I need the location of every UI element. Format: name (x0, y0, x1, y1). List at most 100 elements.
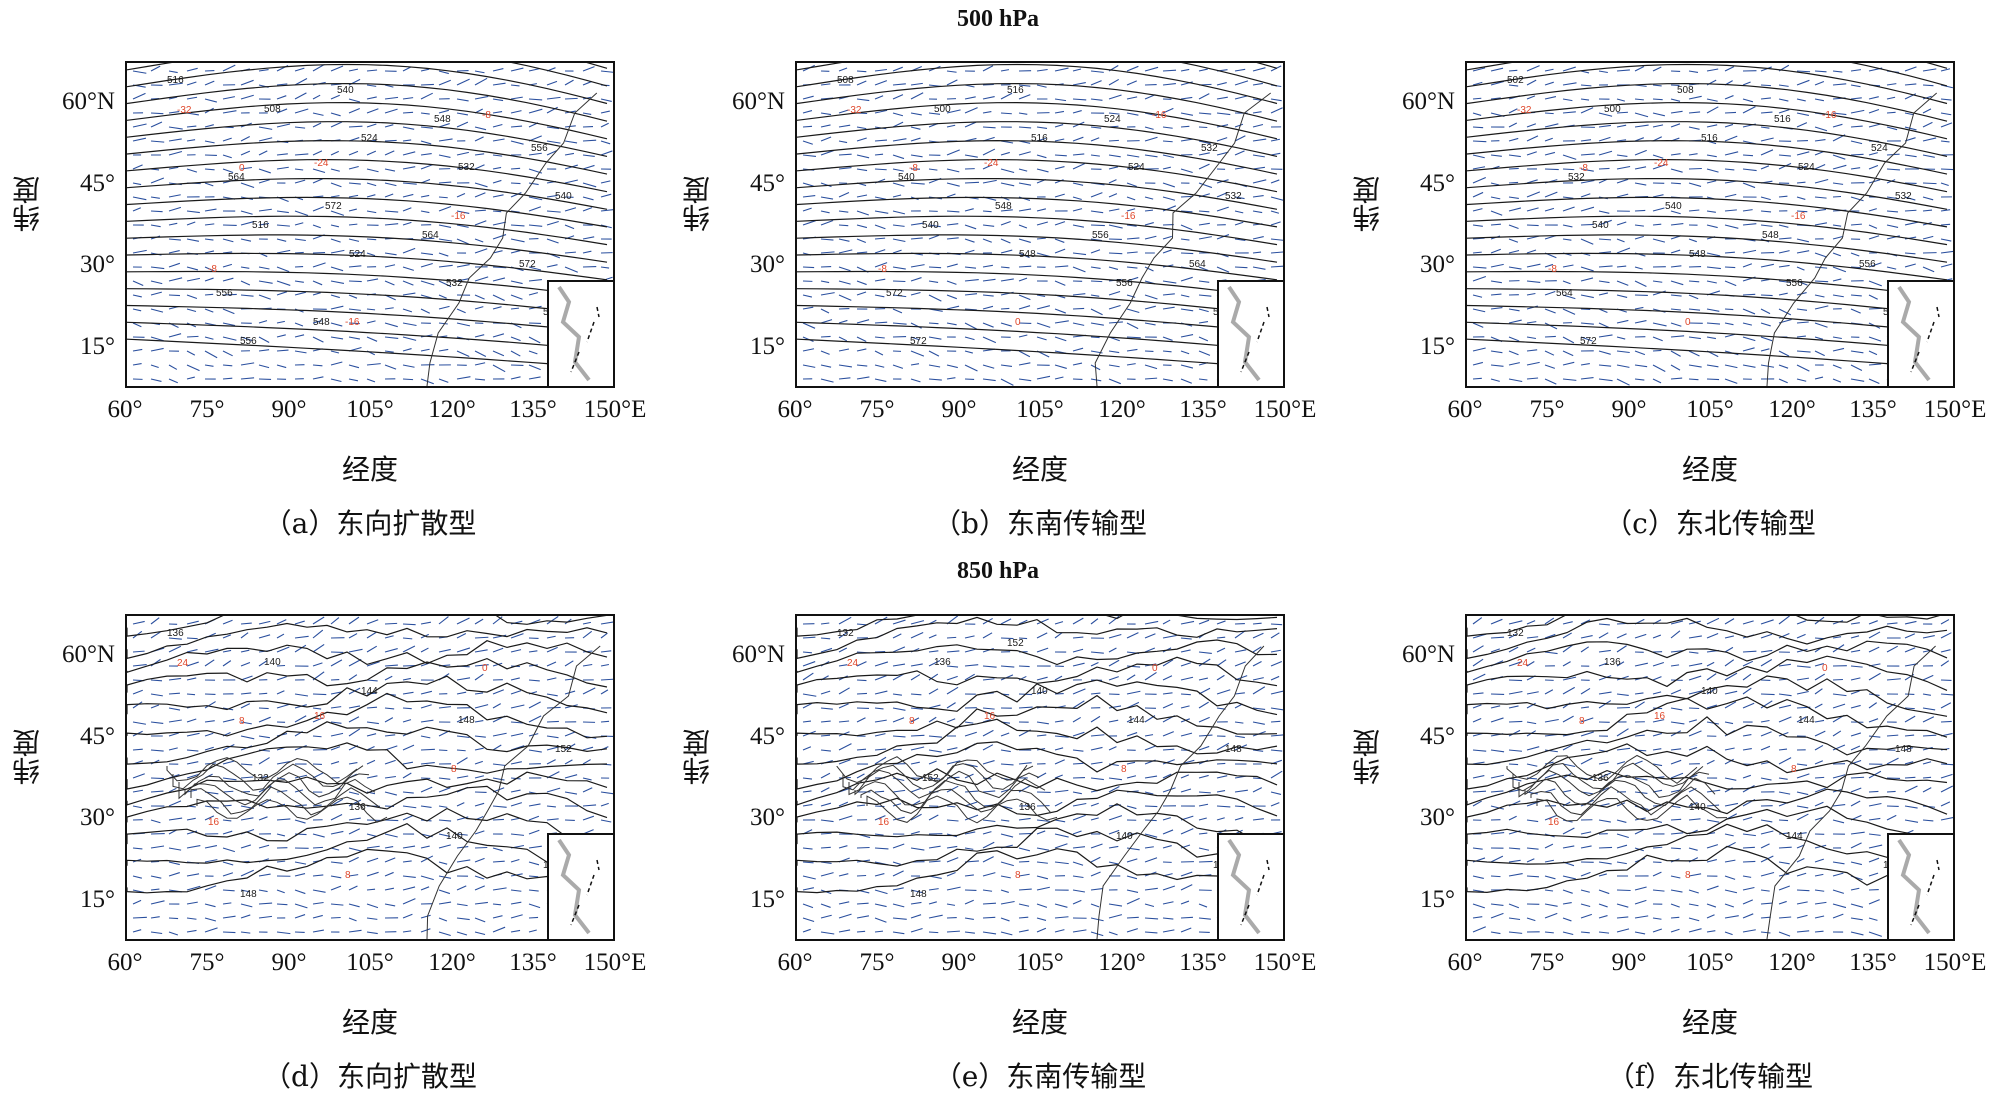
contour-label: 136 (1604, 657, 1621, 668)
x-tick-label: 90° (1612, 950, 1647, 975)
contour-label: 144 (361, 686, 378, 697)
x-tick-label: 120° (1768, 397, 1816, 422)
y-tick-label: 60°N (670, 89, 785, 114)
map-plot-area: 1321361401441481361401441482416816808 (1465, 614, 1955, 941)
contour-label: 572 (886, 288, 903, 299)
y-tick-label: 15° (0, 887, 115, 912)
y-tick-label: 60°N (0, 642, 115, 667)
x-axis-label: 经度 (1465, 448, 1955, 488)
contour-label: 502 (1507, 75, 1524, 86)
x-tick-label: 150°E (584, 397, 647, 422)
x-tick-label: 60° (1448, 950, 1483, 975)
contour-label: 564 (422, 230, 439, 241)
x-tick-label: 75° (190, 950, 225, 975)
x-tick-label: 135° (1179, 397, 1227, 422)
contour-label: 572 (1580, 336, 1597, 347)
temperature-label: 16 (878, 817, 890, 828)
map-svg: 5085005165245325405485565645725165245325… (797, 63, 1283, 386)
x-tick-label: 150°E (584, 950, 647, 975)
contour-label: 556 (531, 143, 548, 154)
south-china-sea-inset (1217, 833, 1283, 939)
x-tick-label: 135° (1849, 950, 1897, 975)
x-tick-label: 135° (1179, 950, 1227, 975)
temperature-label: -8 (208, 264, 217, 275)
temperature-label: 8 (909, 716, 915, 727)
temperature-label: -8 (1548, 264, 1557, 275)
x-tick-label: 60° (778, 950, 813, 975)
temperature-label: 0 (482, 663, 488, 674)
contour-label: 148 (240, 889, 257, 900)
temperature-label: 16 (1654, 711, 1666, 722)
y-tick-label: 30° (1340, 252, 1455, 277)
y-tick-label: 45° (1340, 724, 1455, 749)
wind-field (133, 616, 613, 936)
contour-label: 564 (1556, 288, 1573, 299)
y-tick-label: 45° (670, 724, 785, 749)
contour-label: 136 (1019, 802, 1036, 813)
map-plot-area: 5165085245325405165245325485565405485565… (125, 61, 615, 388)
contour-label: 508 (1677, 85, 1694, 96)
contour-label: 132 (837, 628, 854, 639)
contour-label: 572 (325, 201, 342, 212)
contour-label: 572 (519, 259, 536, 270)
temperature-label: -8 (482, 110, 491, 121)
x-tick-label: 90° (272, 950, 307, 975)
y-tick-label: 45° (1340, 171, 1455, 196)
contour-label: 548 (1762, 230, 1779, 241)
temperature-label: 0 (239, 163, 245, 174)
contour-label: 540 (1592, 220, 1609, 231)
contour-label: 572 (910, 336, 927, 347)
temperature-label: 0 (1152, 663, 1158, 674)
contour-label: 140 (264, 657, 281, 668)
x-tick-label: 150°E (1254, 397, 1317, 422)
temperature-label: 8 (239, 716, 245, 727)
x-tick-label: 75° (860, 950, 895, 975)
contour-label: 548 (313, 317, 330, 328)
contour-label: 516 (252, 220, 269, 231)
y-tick-label: 30° (0, 805, 115, 830)
south-china-sea-inset (1887, 280, 1953, 386)
contour-label: 564 (1189, 259, 1206, 270)
contour-label: 516 (167, 75, 184, 86)
panel-caption: （a）东向扩散型 (60, 502, 680, 542)
contour-label: 556 (1116, 278, 1133, 289)
panel-caption: （c）东北传输型 (1400, 502, 1996, 542)
temperature-label: 16 (984, 711, 996, 722)
temperature-label: 8 (1791, 764, 1797, 775)
contour-label: 136 (167, 628, 184, 639)
temperature-label: 8 (451, 764, 457, 775)
x-tick-label: 150°E (1924, 950, 1987, 975)
contour-label: 148 (910, 889, 927, 900)
panel-caption: （e）东南传输型 (730, 1055, 1350, 1095)
contour-label: 540 (555, 191, 572, 202)
y-tick-label: 15° (1340, 887, 1455, 912)
temperature-label: -32 (177, 105, 192, 116)
contour-label: 524 (1128, 162, 1145, 173)
temperature-label: -16 (1822, 110, 1837, 121)
x-tick-label: 75° (860, 397, 895, 422)
x-tick-label: 135° (509, 950, 557, 975)
contour-label: 152 (1007, 638, 1024, 649)
x-tick-label: 90° (1612, 397, 1647, 422)
y-tick-label: 15° (1340, 334, 1455, 359)
y-tick-label: 60°N (1340, 89, 1455, 114)
contour-label: 556 (1859, 259, 1876, 270)
temperature-label: -24 (1654, 158, 1669, 169)
panel-caption: （f）东北传输型 (1400, 1055, 1996, 1095)
x-tick-label: 60° (108, 950, 143, 975)
contour-label: 136 (349, 802, 366, 813)
x-tick-label: 90° (272, 397, 307, 422)
contour-label: 556 (216, 288, 233, 299)
contour-label: 556 (1092, 230, 1109, 241)
x-tick-label: 120° (428, 397, 476, 422)
temperature-label: -16 (345, 317, 360, 328)
y-tick-label: 45° (0, 724, 115, 749)
x-tick-label: 150°E (1924, 397, 1987, 422)
map-plot-area: 1361401441481521321361401441482416816808 (125, 614, 615, 941)
temperature-label: -24 (984, 158, 999, 169)
contour-label: 548 (1689, 249, 1706, 260)
contour-label: 140 (1116, 831, 1133, 842)
south-china-sea-inset (547, 280, 613, 386)
